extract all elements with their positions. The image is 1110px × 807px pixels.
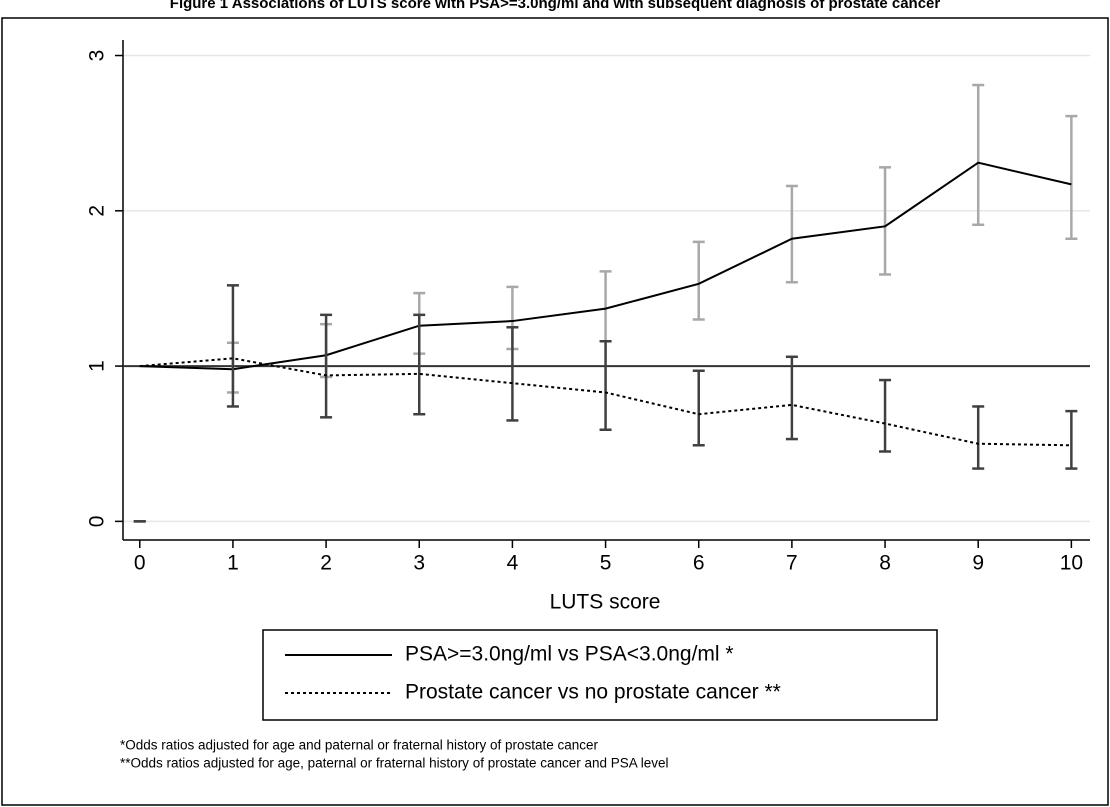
x-tick-label: 8 xyxy=(879,552,891,575)
y-tick-label: 1 xyxy=(86,360,109,372)
series-line xyxy=(139,357,1072,447)
footnote: *Odds ratios adjusted for age and patern… xyxy=(120,738,599,753)
x-tick-label: 1 xyxy=(227,552,239,575)
series-line xyxy=(139,161,1072,371)
legend xyxy=(262,629,938,721)
x-tick-label: 3 xyxy=(413,552,425,575)
x-tick-label: 0 xyxy=(134,552,146,575)
y-tick-label: 3 xyxy=(86,50,109,62)
legend-label: PSA>=3.0ng/ml vs PSA<3.0ng/ml * xyxy=(405,643,734,666)
x-tick-label: 7 xyxy=(786,552,798,575)
x-tick-label: 9 xyxy=(972,552,984,575)
x-tick-label: 10 xyxy=(1060,552,1083,575)
frame xyxy=(1,17,1109,806)
y-tick-label: 2 xyxy=(86,205,109,217)
x-tick-label: 5 xyxy=(600,552,612,575)
x-tick-label: 6 xyxy=(693,552,705,575)
legend-label: Prostate cancer vs no prostate cancer ** xyxy=(405,681,781,704)
chart-title: Figure 1 Associations of LUTS score with… xyxy=(170,0,941,12)
footnote: **Odds ratios adjusted for age, paternal… xyxy=(120,756,669,771)
x-tick-label: 2 xyxy=(320,552,332,575)
y-tick-label: 0 xyxy=(86,516,109,528)
x-tick-label: 4 xyxy=(507,552,519,575)
x-axis-title: LUTS score xyxy=(550,591,661,614)
